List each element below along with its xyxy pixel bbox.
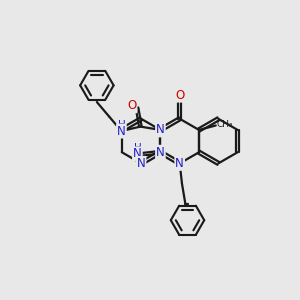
Text: H: H [134, 143, 141, 153]
Text: N: N [175, 157, 184, 170]
Text: N: N [156, 146, 165, 159]
Text: CH₃: CH₃ [216, 120, 233, 129]
Text: O: O [175, 89, 184, 102]
Text: O: O [127, 99, 136, 112]
Text: N: N [133, 147, 142, 161]
Text: N: N [117, 124, 126, 138]
Text: N: N [156, 123, 165, 136]
Text: N: N [137, 157, 146, 170]
Text: H: H [118, 119, 125, 130]
